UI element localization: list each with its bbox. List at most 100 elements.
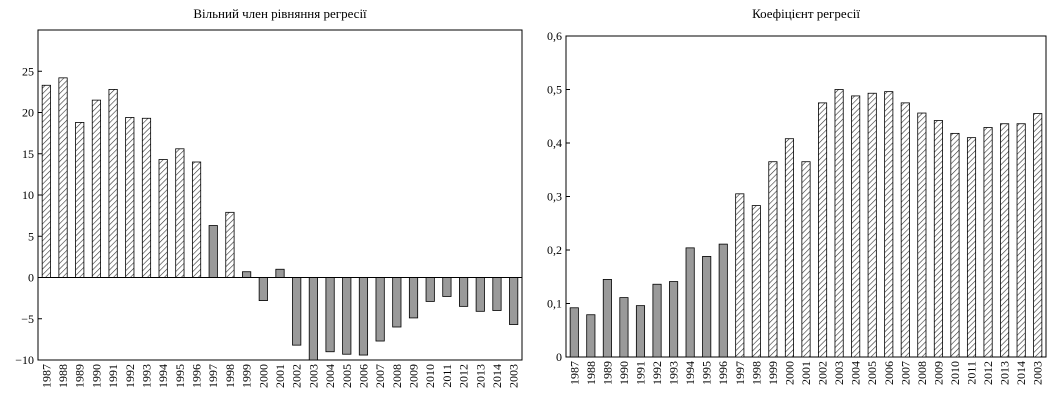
coefficient-bar: [818, 102, 828, 358]
coefficient-x-tick-label: 1999: [766, 361, 780, 385]
intercept-bar: [58, 77, 68, 278]
intercept-bar: [191, 161, 202, 278]
intercept-bar: [141, 117, 152, 278]
coefficient-x-tick-label: 2008: [915, 361, 929, 385]
intercept-x-tick-label: 1993: [139, 364, 153, 388]
coefficient-x-tick-label: 1993: [667, 361, 681, 385]
coefficient-y-tick-label: 0,2: [547, 243, 562, 257]
intercept-y-tick-label: −5: [21, 312, 34, 326]
coefficient-x-tick-label: 1991: [633, 361, 647, 385]
coefficient-x-tick-label: 1994: [683, 361, 697, 385]
intercept-bar: [492, 277, 502, 311]
coefficient-bar: [983, 127, 993, 358]
intercept-x-tick-label: 2010: [423, 364, 437, 388]
coefficient-bar: [702, 256, 712, 358]
coefficient-bar: [867, 92, 877, 358]
intercept-x-tick-label: 1992: [123, 364, 137, 388]
intercept-y-tick-label: 10: [22, 188, 34, 202]
intercept-x-tick-label: 2004: [323, 364, 337, 388]
coefficient-bar: [569, 307, 579, 358]
intercept-x-tick-label: 2006: [356, 364, 370, 388]
intercept-x-tick-label: 2014: [490, 364, 504, 388]
intercept-bar: [459, 277, 469, 307]
intercept-x-tick-label: 2003: [306, 364, 320, 388]
coefficient-bar: [834, 89, 844, 358]
coefficient-bar: [735, 193, 745, 358]
intercept-x-tick-label: 1989: [73, 364, 87, 388]
intercept-bar: [425, 277, 435, 302]
intercept-x-tick-label: 2000: [256, 364, 270, 388]
intercept-bar: [125, 117, 135, 278]
coefficient-x-tick-label: 1998: [749, 361, 763, 385]
intercept-y-tick-label: −10: [15, 353, 34, 367]
intercept-bar: [342, 277, 352, 355]
coefficient-bar: [1016, 123, 1026, 358]
coefficient-bar: [768, 161, 778, 358]
coefficient-bar: [851, 95, 861, 358]
intercept-x-tick-label: 1988: [56, 364, 70, 388]
intercept-x-tick-label: 1997: [206, 364, 220, 388]
coefficient-x-tick-label: 1987: [567, 361, 581, 385]
coefficient-x-tick-label: 2011: [965, 361, 979, 385]
coefficient-bar: [966, 137, 977, 358]
intercept-x-tick-label: 1994: [156, 364, 170, 388]
intercept-x-tick-label: 1991: [106, 364, 120, 388]
intercept-bar: [208, 225, 218, 278]
coefficient-bar: [718, 243, 728, 358]
coefficient-y-tick-label: 0,1: [547, 297, 562, 311]
coefficient-bar: [884, 91, 894, 358]
intercept-bar: [91, 99, 101, 278]
coefficient-y-tick-label: 0: [556, 350, 562, 364]
coefficient-bar: [669, 281, 679, 358]
coefficient-y-tick-label: 0,4: [547, 136, 562, 150]
coefficient-x-tick-label: 1988: [584, 361, 598, 385]
coefficient-x-tick-label: 1995: [700, 361, 714, 385]
intercept-y-tick-label: 5: [28, 229, 34, 243]
coefficient-x-tick-label: 1990: [617, 361, 631, 385]
intercept-bar: [308, 277, 318, 361]
coefficient-bar: [1000, 123, 1010, 358]
coefficient-y-tick-label: 0,3: [547, 190, 562, 204]
coefficient-x-tick-label: 2010: [948, 361, 962, 385]
chart-title-coefficient: Коефіцієнт регресії: [752, 6, 860, 21]
coefficient-chart-panel: Коефіцієнт регресії 0 0,1 0,2 0,3 0,4 0,5 0,6 1…: [526, 0, 1052, 394]
coefficient-bar: [635, 305, 646, 358]
coefficient-bar: [1033, 113, 1043, 358]
coefficient-x-tick-label: 2012: [981, 361, 995, 385]
intercept-bar: [375, 277, 385, 342]
intercept-x-tick-label: 1999: [240, 364, 254, 388]
intercept-bar: [325, 277, 335, 353]
intercept-bar: [242, 271, 252, 278]
intercept-y-tick-label: 20: [22, 106, 34, 120]
coefficient-x-tick-label: 2009: [931, 361, 945, 385]
intercept-x-tick-label: 2008: [390, 364, 404, 388]
intercept-x-tick-label: 1998: [223, 364, 237, 388]
coefficient-x-tick-label: 1997: [733, 361, 747, 385]
intercept-x-tick-label: 2007: [373, 364, 387, 388]
intercept-bar: [258, 277, 268, 302]
intercept-x-tick-label: 1987: [39, 364, 53, 388]
coefficient-x-tick-label: 2006: [882, 361, 896, 385]
intercept-x-tick-label: 2003: [507, 364, 521, 388]
intercept-x-tick-label: 1995: [173, 364, 187, 388]
coefficient-bar: [751, 205, 761, 358]
coefficient-bar: [685, 247, 695, 358]
intercept-bar: [358, 277, 369, 356]
intercept-chart-panel: Вільний член рівняння регресії −10 −5 0 5 10…: [15, 6, 523, 388]
coefficient-x-tick-label: 2003: [1031, 361, 1045, 385]
intercept-y-tick-label: 15: [22, 147, 34, 161]
intercept-bar: [175, 148, 185, 278]
intercept-x-tick-label: 2005: [340, 364, 354, 388]
chart-title-intercept: Вільний член рівняння регресії: [193, 6, 367, 21]
coefficient-bar: [933, 120, 943, 358]
coefficient-x-tick-label: 2002: [816, 361, 830, 385]
coefficient-x-tick-label: 2004: [849, 361, 863, 385]
coefficient-bar: [801, 161, 811, 358]
coefficient-bar: [652, 283, 662, 358]
intercept-x-tick-label: 2013: [473, 364, 487, 388]
intercept-y-tick-label: 25: [22, 64, 34, 78]
coefficient-x-tick-label: 1992: [650, 361, 664, 385]
coefficient-bar: [900, 102, 910, 358]
coefficient-x-tick-label: 2005: [865, 361, 879, 385]
